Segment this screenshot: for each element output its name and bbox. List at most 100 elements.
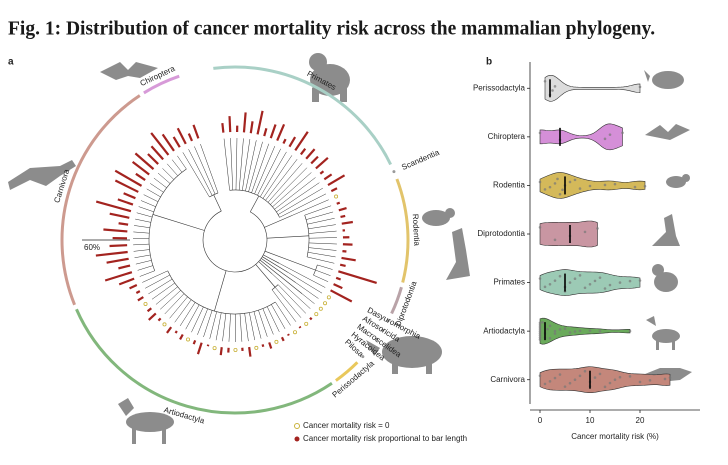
tree-branch (160, 290, 181, 309)
tree-branch (316, 270, 331, 276)
tree-branch (142, 271, 167, 283)
data-point (619, 281, 622, 284)
risk-bar (300, 327, 301, 328)
tree-branch (229, 314, 231, 342)
tree-branch (197, 309, 207, 335)
tree-branch (276, 183, 319, 212)
tree-branch (272, 290, 296, 322)
data-point (589, 283, 592, 286)
data-point (549, 380, 552, 383)
tree-branch (200, 144, 218, 193)
risk-bar (289, 137, 295, 147)
risk-bar (331, 188, 337, 191)
tree-branch (172, 160, 182, 173)
zero-marker (213, 346, 216, 349)
data-point (619, 376, 622, 379)
zero-marker (305, 322, 308, 325)
risk-bar (244, 112, 246, 132)
zero-marker (334, 195, 337, 198)
data-point (569, 331, 572, 334)
category-label: Artiodactyla (483, 326, 525, 335)
tree-branch (272, 172, 311, 206)
clade-ring (397, 179, 408, 282)
tree-branch (279, 263, 325, 287)
tree-branch (134, 225, 150, 227)
tree-branch (214, 195, 222, 211)
risk-bar (149, 313, 156, 320)
data-point (609, 284, 612, 287)
risk-bar (136, 291, 140, 293)
zero-marker (163, 323, 166, 326)
data-point (554, 332, 557, 335)
tree-branch (257, 149, 280, 195)
tree-branch (275, 287, 301, 317)
data-point (634, 186, 637, 189)
data-point (544, 383, 547, 386)
tree-branch (145, 275, 170, 288)
risk-bar (124, 193, 136, 198)
tree-branch (267, 307, 279, 332)
data-point (596, 227, 599, 230)
data-point (539, 326, 542, 329)
tree-branch (250, 196, 259, 212)
zero-marker (255, 346, 258, 349)
zero-marker (234, 348, 237, 351)
tree-branch (180, 302, 195, 326)
moose-icon-small (646, 316, 680, 350)
tree-branch (309, 231, 337, 233)
x-tick-label: 10 (586, 416, 595, 425)
tree-branch (288, 272, 322, 293)
tree-branch (140, 271, 155, 277)
zero-marker (144, 302, 147, 305)
tree-branch (162, 168, 173, 179)
data-point (539, 374, 542, 377)
tree-branch (175, 300, 192, 323)
data-point (564, 385, 567, 388)
tree-branch (137, 213, 152, 217)
risk-bar (158, 318, 160, 320)
tree-branch (149, 169, 186, 271)
data-point (639, 381, 642, 384)
data-point (539, 334, 542, 337)
tree-branch (165, 294, 184, 314)
data-point (554, 85, 557, 88)
risk-bar (337, 203, 340, 204)
category-label: Diprotodontia (477, 229, 525, 238)
risk-bar (194, 340, 195, 344)
risk-bar (151, 133, 168, 155)
risk-bar (331, 290, 352, 301)
risk-bar (336, 278, 340, 280)
zero-marker (327, 296, 330, 299)
risk-bar (167, 327, 171, 333)
data-point (539, 338, 542, 341)
tree-branch (141, 201, 156, 207)
data-point (554, 377, 557, 380)
data-point (614, 183, 617, 186)
scale-label: 60% (84, 243, 100, 252)
risk-bar (263, 344, 264, 346)
tree-branch (309, 243, 337, 244)
data-point (554, 279, 557, 282)
data-point (549, 283, 552, 286)
risk-bar (316, 158, 328, 169)
panel-label: a (8, 57, 14, 68)
data-point (589, 185, 592, 188)
data-point (579, 274, 582, 277)
category-label: Perissodactyla (473, 83, 526, 92)
data-point (554, 182, 557, 185)
tree-branch (308, 252, 336, 257)
zero-marker (315, 313, 318, 316)
risk-bar (118, 266, 130, 269)
data-point (549, 186, 552, 189)
rat-icon-small (666, 174, 690, 188)
risk-bar (324, 174, 331, 179)
risk-bar (107, 259, 129, 263)
tree-branch (309, 238, 337, 239)
data-point (669, 376, 672, 379)
tree-branch (168, 271, 276, 314)
risk-bar (269, 342, 271, 348)
tree-branch (183, 152, 210, 197)
risk-bar (130, 285, 137, 288)
tree-branch (313, 275, 328, 282)
tree-branch (264, 216, 292, 228)
